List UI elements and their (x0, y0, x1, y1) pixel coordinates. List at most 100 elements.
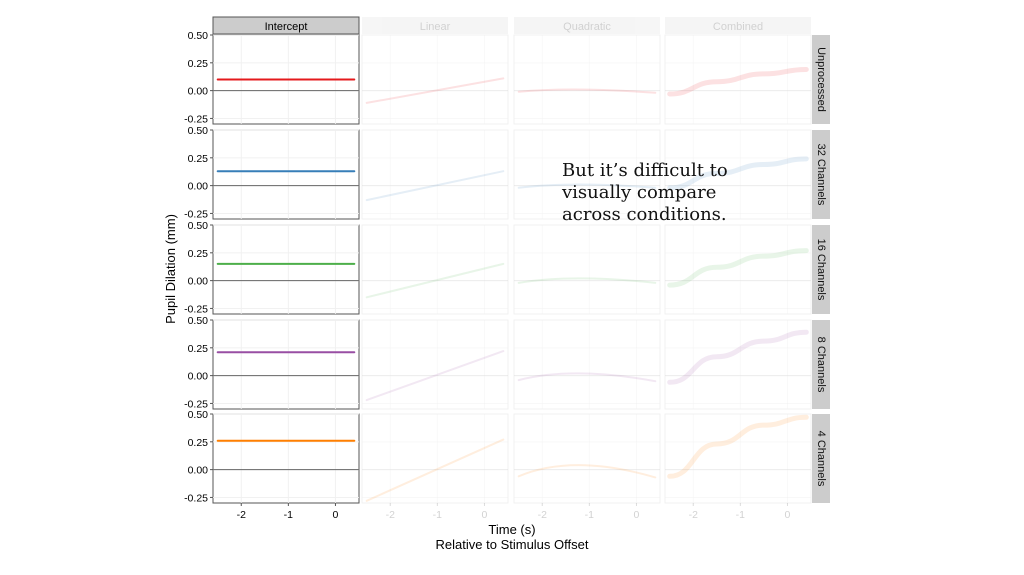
panel-unprocessed-quadratic (513, 34, 661, 125)
x-tick-label: 0 (634, 509, 640, 521)
x-tick-label: 0 (333, 509, 339, 521)
x-tick-label: -1 (736, 509, 745, 521)
series-line-combined (667, 414, 809, 479)
y-tick-label: -0.25 (184, 113, 208, 125)
x-tick-label: -2 (689, 509, 698, 521)
x-tick-label: -2 (237, 509, 246, 521)
panel-background (513, 34, 661, 125)
panel-32-channels-linear (361, 129, 509, 220)
x-tick-label: 0 (785, 509, 791, 521)
column-strip-linear: Linear (362, 17, 508, 34)
series-line-combined (667, 248, 809, 288)
panel-unprocessed-combined (664, 34, 812, 125)
row-strip-16-channels: 16 Channels (812, 225, 830, 314)
column-strip-background (665, 17, 811, 34)
panel-background (361, 413, 509, 504)
panel-background (664, 319, 812, 410)
y-tick-label: 0.25 (188, 437, 209, 449)
y-tick-label: 0.50 (188, 409, 209, 421)
series-line-linear (365, 77, 505, 104)
row-strip-8-channels: 8 Channels (812, 320, 830, 409)
panel-background (664, 413, 812, 504)
callout-text: But it’s difficult to visually compare a… (562, 160, 728, 225)
row-strip-label: 8 Channels (815, 337, 827, 393)
y-tick-label: 0.00 (188, 86, 209, 98)
y-tick-label: 0.25 (188, 58, 209, 70)
series-line-linear (365, 170, 505, 202)
row-strip-label: 16 Channels (815, 239, 827, 301)
panel-32-channels-intercept (212, 129, 360, 220)
y-tick-label: 0.50 (188, 315, 209, 327)
series-line-combined (667, 156, 809, 191)
column-strip-background (362, 17, 508, 34)
panel-16-channels-linear (361, 224, 509, 315)
column-strip-combined: Combined (665, 17, 811, 34)
panel-8-channels-intercept (212, 319, 360, 410)
panel-8-channels-quadratic (513, 319, 661, 410)
x-tick-label: -1 (284, 509, 293, 521)
x-axis-title: Time (s) (488, 522, 535, 537)
y-tick-label: 0.50 (188, 30, 209, 42)
panel-background (664, 34, 812, 125)
series-line-combined (667, 329, 809, 385)
panel-16-channels-quadratic (513, 224, 661, 315)
x-axis-subtitle: Relative to Stimulus Offset (436, 537, 589, 552)
column-strip-label: Quadratic (563, 21, 611, 33)
panel-background (361, 34, 509, 125)
panel-16-channels-combined (664, 224, 812, 315)
row-strip-32-channels: 32 Channels (812, 130, 830, 219)
y-tick-label: 0.00 (188, 181, 209, 193)
column-strip-intercept: Intercept (212, 16, 360, 35)
x-tick-label: -1 (433, 509, 442, 521)
y-tick-label: -0.25 (184, 208, 208, 220)
series-line-quadratic (517, 372, 657, 383)
series-line-linear (365, 350, 505, 402)
panel-8-channels-combined (664, 319, 812, 410)
panel-32-channels-quadratic (513, 129, 661, 220)
series-line-quadratic (517, 88, 657, 94)
column-strip-quadratic: Quadratic (514, 17, 660, 34)
y-tick-label: 0.00 (188, 371, 209, 383)
column-strip-background (514, 17, 660, 34)
panel-4-channels-linear (361, 413, 509, 504)
column-strip-label: Linear (420, 21, 451, 33)
panel-background (664, 129, 812, 220)
series-line-combined (667, 67, 809, 97)
panel-unprocessed-intercept (212, 34, 360, 125)
y-tick-label: -0.25 (184, 303, 208, 315)
row-strip-background (812, 130, 830, 219)
panel-background (513, 319, 661, 410)
panel-background (513, 129, 661, 220)
panel-4-channels-intercept (212, 413, 360, 504)
y-axis-title: Pupil Dilation (mm) (163, 214, 178, 324)
panel-32-channels-combined (664, 129, 812, 220)
y-tick-label: -0.25 (184, 398, 208, 410)
row-strip-label: Unprocessed (815, 47, 827, 112)
series-line-quadratic (517, 183, 657, 189)
panel-unprocessed-linear (361, 34, 509, 125)
column-strip-label: Combined (713, 21, 763, 33)
row-strip-unprocessed: Unprocessed (812, 35, 830, 124)
series-line-quadratic (517, 464, 657, 479)
y-tick-label: -0.25 (184, 492, 208, 504)
series-line-linear (365, 438, 505, 502)
panel-background (212, 319, 360, 410)
x-tick-label: -1 (585, 509, 594, 521)
row-strip-background (812, 35, 830, 124)
panel-4-channels-combined (664, 413, 812, 504)
panel-background (513, 224, 661, 315)
x-tick-label: -2 (386, 509, 395, 521)
panel-background (664, 224, 812, 315)
panel-background (361, 129, 509, 220)
y-tick-label: 0.25 (188, 343, 209, 355)
column-strip-background (212, 16, 360, 35)
panel-background (212, 224, 360, 315)
panel-background (212, 413, 360, 504)
panel-background (361, 224, 509, 315)
y-tick-label: 0.25 (188, 248, 209, 260)
y-tick-label: 0.50 (188, 220, 209, 232)
row-strip-label: 32 Channels (815, 144, 827, 206)
panel-16-channels-intercept (212, 224, 360, 315)
panel-background (361, 319, 509, 410)
